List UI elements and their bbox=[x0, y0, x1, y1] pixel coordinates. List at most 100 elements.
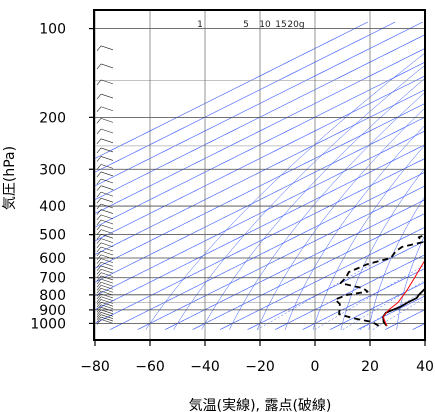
isotherm-line bbox=[94, 21, 396, 173]
profile-series bbox=[334, 234, 425, 327]
dry-adiabat-lines bbox=[145, 52, 425, 330]
isotherm-line bbox=[94, 144, 425, 311]
wind-barb-flag bbox=[96, 262, 102, 268]
y-tick-label: 300 bbox=[39, 162, 66, 178]
wind-barb bbox=[100, 203, 114, 209]
wind-barb bbox=[100, 156, 114, 161]
isotherm-line bbox=[94, 103, 425, 270]
x-tick-label: −80 bbox=[80, 359, 110, 375]
wind-barb-flag bbox=[96, 307, 102, 313]
wind-barb-flag bbox=[96, 214, 102, 221]
y-tick-label: 1000 bbox=[30, 316, 66, 332]
mixing-ratio-label: 20g bbox=[287, 20, 304, 30]
isotherm-line bbox=[94, 21, 423, 187]
wind-barb bbox=[100, 312, 114, 317]
wind-barb bbox=[100, 118, 114, 123]
wind-barb bbox=[100, 293, 114, 299]
wind-barb-flag bbox=[96, 118, 102, 124]
wind-barb bbox=[100, 242, 114, 248]
x-tick-label: −20 bbox=[245, 359, 275, 375]
wind-barb-flag bbox=[96, 296, 102, 302]
y-tick-label: 900 bbox=[39, 303, 66, 319]
wind-barb-flag bbox=[96, 265, 102, 272]
wind-barb-flag bbox=[96, 301, 102, 308]
x-tick-label: −60 bbox=[135, 359, 165, 375]
wind-barb-flag bbox=[96, 319, 102, 325]
y-tick-label: 100 bbox=[39, 22, 66, 38]
mixing-ratio-label: 1 bbox=[197, 20, 203, 30]
wind-barb-flag bbox=[96, 45, 102, 51]
wind-barb bbox=[100, 287, 114, 293]
wind-barb-flag bbox=[96, 312, 102, 318]
wind-barb bbox=[100, 299, 114, 304]
wind-barb bbox=[100, 197, 114, 203]
wind-barb bbox=[100, 214, 114, 220]
wind-barb bbox=[100, 265, 114, 271]
wind-barb-flag bbox=[96, 246, 102, 253]
wind-barb-flag bbox=[96, 106, 102, 112]
wind-barb bbox=[100, 106, 114, 112]
wind-barb bbox=[100, 164, 114, 169]
wind-barb bbox=[100, 219, 114, 225]
wind-barb-flag bbox=[96, 290, 102, 297]
wind-barb bbox=[100, 63, 114, 69]
isotherm-line bbox=[94, 48, 425, 215]
wind-barb-flag bbox=[96, 238, 102, 244]
mixing-ratio-line bbox=[256, 257, 383, 330]
wind-barb bbox=[100, 275, 114, 281]
wind-barb bbox=[100, 229, 114, 234]
wind-barb bbox=[100, 128, 114, 134]
isotherm-line bbox=[329, 281, 425, 330]
wind-barb-flag bbox=[96, 198, 102, 204]
wind-barb bbox=[100, 278, 114, 284]
isotherm-line bbox=[94, 130, 425, 297]
isotherm-line bbox=[94, 158, 425, 325]
wind-barb bbox=[100, 261, 114, 267]
isotherm-line bbox=[274, 254, 425, 330]
wind-barb-flag bbox=[96, 63, 102, 70]
wind-barb bbox=[100, 178, 114, 184]
mixing-ratio-line bbox=[342, 280, 425, 330]
reference-profile-line bbox=[382, 259, 425, 327]
wind-barb bbox=[100, 309, 114, 315]
isotherm-line bbox=[164, 199, 425, 330]
wind-barb bbox=[100, 319, 114, 324]
x-axis-ticks: −80 −60 −40 −20 0 20 40 bbox=[80, 340, 434, 375]
isotherm-line bbox=[137, 185, 425, 330]
x-tick-label: 40 bbox=[416, 359, 434, 375]
isotherm-lines bbox=[94, 21, 425, 330]
mixing-ratio-label: 15 bbox=[275, 20, 286, 30]
isotherm-line bbox=[247, 240, 425, 330]
wind-barb bbox=[100, 304, 114, 310]
wind-barb bbox=[100, 272, 114, 277]
x-tick-label: −40 bbox=[190, 359, 220, 375]
wind-barb-flag bbox=[96, 203, 102, 210]
wind-barb-flag bbox=[96, 299, 102, 305]
dry-adiabat-line bbox=[284, 124, 425, 330]
dewpoint-profile-line bbox=[334, 234, 425, 327]
wind-barb bbox=[100, 147, 114, 153]
wind-barb bbox=[100, 296, 114, 302]
dry-adiabat-line bbox=[368, 195, 425, 330]
wind-barb bbox=[100, 45, 114, 51]
mixing-ratio-label: 5 bbox=[243, 20, 249, 30]
wind-barb-flag bbox=[96, 209, 102, 215]
dry-adiabat-line bbox=[173, 64, 425, 330]
mixing-ratio-label: 10 bbox=[259, 20, 271, 30]
wind-barb bbox=[100, 138, 114, 144]
wind-barb-flag bbox=[96, 234, 102, 240]
dry-adiabat-line bbox=[145, 52, 425, 330]
x-tick-label: 20 bbox=[361, 359, 379, 375]
isotherm-line bbox=[109, 171, 425, 330]
wind-barb-flag bbox=[96, 147, 102, 154]
isotherm-line bbox=[94, 116, 425, 283]
wind-barb bbox=[100, 238, 114, 243]
wind-barb bbox=[100, 268, 114, 274]
wind-barb bbox=[100, 250, 114, 256]
wind-barb-flag bbox=[96, 164, 102, 170]
y-tick-label: 500 bbox=[39, 228, 66, 244]
isotherm-line bbox=[357, 295, 425, 330]
mixing-ratio-lines bbox=[256, 257, 425, 330]
wind-barb-flag bbox=[96, 304, 102, 310]
